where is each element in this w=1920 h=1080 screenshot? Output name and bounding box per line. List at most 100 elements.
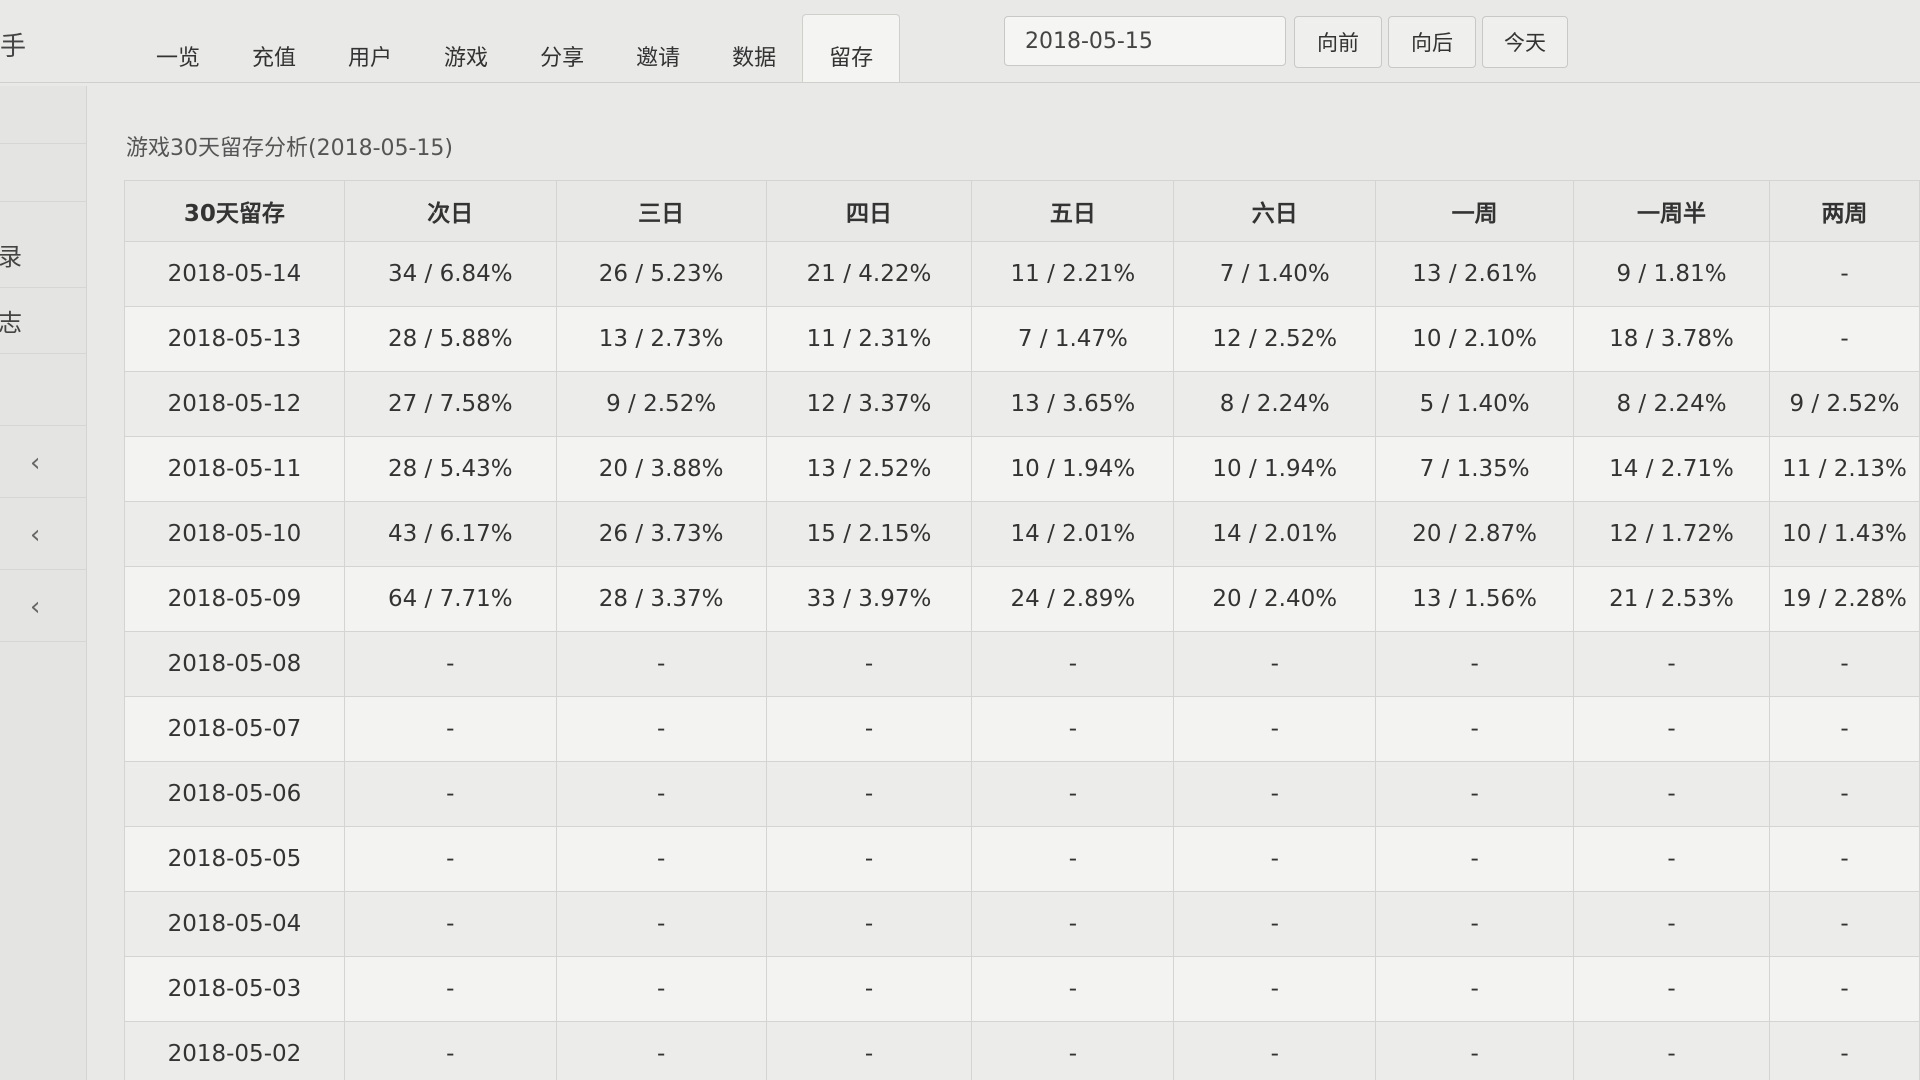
sidebar: 录 志 ‹ ‹ ‹ bbox=[0, 86, 87, 1080]
table-cell: - bbox=[555, 891, 767, 957]
table-cell: 2018-05-09 bbox=[124, 566, 345, 632]
table-cell: 12 / 3.37% bbox=[765, 371, 973, 437]
table-cell: - bbox=[1375, 1021, 1575, 1080]
table-cell: 8 / 2.24% bbox=[1173, 371, 1377, 437]
table-cell: 11 / 2.13% bbox=[1768, 436, 1920, 502]
table-cell: 18 / 3.78% bbox=[1573, 306, 1770, 372]
table-cell: 14 / 2.01% bbox=[1173, 501, 1377, 567]
table-cell: - bbox=[971, 696, 1175, 762]
table-cell: - bbox=[1375, 956, 1575, 1022]
date-input[interactable] bbox=[1004, 16, 1286, 66]
chevron-left-icon[interactable]: ‹ bbox=[30, 592, 41, 622]
main-content: 游戏30天留存分析(2018-05-15) 30天留存 次日 三日 四日 bbox=[100, 100, 1920, 1080]
table-cell: - bbox=[343, 1021, 557, 1080]
table-cell: 13 / 2.61% bbox=[1375, 241, 1575, 307]
table-cell: - bbox=[765, 696, 973, 762]
sidebar-item-collapsible[interactable] bbox=[0, 426, 86, 498]
column-header[interactable]: 五日 bbox=[971, 180, 1175, 242]
table-cell: 28 / 5.43% bbox=[343, 436, 557, 502]
tab-invite[interactable]: 邀请 bbox=[636, 46, 681, 71]
table-cell: 15 / 2.15% bbox=[765, 501, 973, 567]
chevron-left-icon[interactable]: ‹ bbox=[30, 520, 41, 550]
table-cell: 2018-05-06 bbox=[124, 761, 345, 827]
table-cell: - bbox=[343, 891, 557, 957]
table-cell: - bbox=[765, 956, 973, 1022]
table-cell: - bbox=[971, 826, 1175, 892]
tab-retention[interactable]: 留存 bbox=[802, 14, 901, 82]
table-cell: - bbox=[1768, 306, 1920, 372]
column-header[interactable]: 一周 bbox=[1375, 180, 1575, 242]
tab-games[interactable]: 游戏 bbox=[444, 46, 489, 71]
tab-share[interactable]: 分享 bbox=[540, 46, 585, 71]
sidebar-item-collapsible[interactable] bbox=[0, 498, 86, 570]
sidebar-item-label: 志 bbox=[0, 309, 22, 337]
column-header[interactable]: 三日 bbox=[555, 180, 767, 242]
prev-button[interactable]: 向前 bbox=[1294, 16, 1382, 68]
table-cell: 10 / 1.94% bbox=[971, 436, 1175, 502]
column-header[interactable]: 一周半 bbox=[1573, 180, 1770, 242]
sidebar-item-logs[interactable]: 志 bbox=[0, 288, 86, 354]
table-cell: - bbox=[1573, 761, 1770, 827]
table-cell: 2018-05-07 bbox=[124, 696, 345, 762]
table-header-row: 30天留存 次日 三日 四日 五日 六日 一周 一周半 两周 bbox=[124, 180, 1920, 242]
table-cell: 34 / 6.84% bbox=[343, 241, 557, 307]
sidebar-item-blank[interactable] bbox=[0, 86, 86, 144]
table-cell: 14 / 2.01% bbox=[971, 501, 1175, 567]
table-cell: 9 / 1.81% bbox=[1573, 241, 1770, 307]
table-cell: - bbox=[1573, 956, 1770, 1022]
table-cell: 12 / 1.72% bbox=[1573, 501, 1770, 567]
tab-data[interactable]: 数据 bbox=[732, 46, 777, 71]
table-cell: - bbox=[555, 956, 767, 1022]
table-cell: - bbox=[971, 956, 1175, 1022]
table-cell: - bbox=[1573, 1021, 1770, 1080]
column-header[interactable]: 六日 bbox=[1173, 180, 1377, 242]
table-cell: 33 / 3.97% bbox=[765, 566, 973, 632]
table-cell: - bbox=[343, 631, 557, 697]
tab-recharge[interactable]: 充值 bbox=[252, 46, 297, 71]
chevron-left-icon[interactable]: ‹ bbox=[30, 448, 41, 478]
table-cell: 2018-05-05 bbox=[124, 826, 345, 892]
table-row: 2018-05-08 - - - - - - - - bbox=[124, 631, 1920, 697]
table-cell: - bbox=[1573, 891, 1770, 957]
today-button[interactable]: 今天 bbox=[1482, 16, 1568, 68]
sidebar-item-collapsible[interactable] bbox=[0, 570, 86, 642]
table-cell: 21 / 2.53% bbox=[1573, 566, 1770, 632]
table-cell: 20 / 2.87% bbox=[1375, 501, 1575, 567]
table-cell: 27 / 7.58% bbox=[343, 371, 557, 437]
column-header[interactable]: 30天留存 bbox=[124, 180, 345, 242]
sidebar-item-records[interactable]: 录 bbox=[0, 222, 86, 288]
tab-users[interactable]: 用户 bbox=[348, 46, 393, 71]
column-header[interactable]: 两周 bbox=[1768, 180, 1920, 242]
table-cell: 24 / 2.89% bbox=[971, 566, 1175, 632]
table-cell: - bbox=[971, 631, 1175, 697]
table-cell: - bbox=[1173, 826, 1377, 892]
table-cell: - bbox=[1768, 891, 1920, 957]
table-cell: - bbox=[555, 696, 767, 762]
tab-overview[interactable]: 一览 bbox=[156, 46, 201, 71]
table-cell: - bbox=[1768, 631, 1920, 697]
table-cell: - bbox=[343, 761, 557, 827]
table-cell: - bbox=[343, 826, 557, 892]
column-header[interactable]: 次日 bbox=[343, 180, 557, 242]
table-cell: - bbox=[1173, 1021, 1377, 1080]
table-cell: - bbox=[1173, 956, 1377, 1022]
table-cell: - bbox=[1768, 826, 1920, 892]
sidebar-item-blank-3[interactable] bbox=[0, 354, 86, 426]
table-cell: 10 / 2.10% bbox=[1375, 306, 1575, 372]
table-cell: - bbox=[343, 956, 557, 1022]
table-cell: 2018-05-11 bbox=[124, 436, 345, 502]
table-cell: - bbox=[555, 761, 767, 827]
table-cell: 64 / 7.71% bbox=[343, 566, 557, 632]
table-row: 2018-05-02 - - - - - - - - bbox=[124, 1021, 1920, 1080]
sidebar-item-blank-2[interactable] bbox=[0, 144, 86, 202]
table-cell: 13 / 2.52% bbox=[765, 436, 973, 502]
table-cell: - bbox=[1173, 696, 1377, 762]
column-header[interactable]: 四日 bbox=[765, 180, 973, 242]
table-cell: - bbox=[971, 1021, 1175, 1080]
table-cell: 21 / 4.22% bbox=[765, 241, 973, 307]
table-cell: 12 / 2.52% bbox=[1173, 306, 1377, 372]
table-row: 2018-05-03 - - - - - - - - bbox=[124, 956, 1920, 1022]
table-cell: 7 / 1.40% bbox=[1173, 241, 1377, 307]
next-button[interactable]: 向后 bbox=[1388, 16, 1476, 68]
table-cell: 2018-05-10 bbox=[124, 501, 345, 567]
